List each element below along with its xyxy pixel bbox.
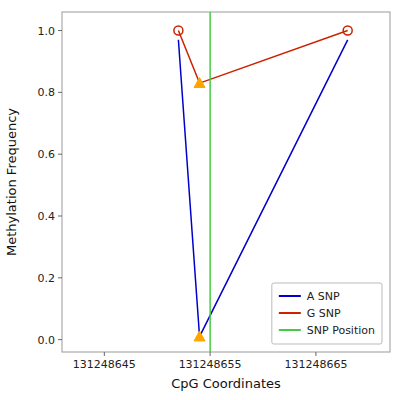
y-tick [58, 30, 62, 31]
chart: 131248645 131248655 131248665 0.0 0.2 0.4 0.6 0… [0, 0, 400, 400]
x-tick-label: 131248665 [284, 358, 347, 371]
x-tick [210, 352, 211, 356]
x-tick-label: 131248645 [73, 358, 136, 371]
y-tick [58, 339, 62, 340]
y-tick-label: 0.6 [38, 148, 56, 161]
open-circle-marker [174, 26, 183, 35]
series-line [178, 40, 347, 337]
vertical-line [209, 12, 211, 352]
legend-label: SNP Position [307, 324, 375, 337]
y-tick [58, 277, 62, 278]
legend-box [272, 283, 382, 344]
data-layer [174, 12, 352, 352]
legend-handle [279, 312, 301, 314]
triangle-marker [194, 78, 205, 88]
y-tick-label: 0.0 [38, 334, 56, 347]
x-tick [315, 352, 316, 356]
series-line [178, 31, 347, 84]
y-tick-label: 0.2 [38, 272, 56, 285]
legend-label: G SNP [307, 307, 341, 320]
y-tick-label: 0.8 [38, 86, 56, 99]
y-axis-label: Methylation Frequency [4, 108, 19, 256]
plot-frame [62, 12, 390, 352]
y-tick [58, 92, 62, 93]
x-tick-label: 131248655 [179, 358, 242, 371]
y-tick-label: 1.0 [38, 25, 56, 38]
x-tick [104, 352, 105, 356]
legend-handle [279, 329, 301, 331]
legend-label: A SNP [307, 290, 340, 303]
open-circle-marker [343, 26, 352, 35]
y-tick [58, 216, 62, 217]
triangle-marker [194, 331, 205, 341]
y-tick-label: 0.4 [38, 210, 56, 223]
y-tick [58, 154, 62, 155]
legend: A SNP G SNP SNP Position [272, 283, 382, 344]
legend-handle [279, 295, 301, 297]
x-axis-label: CpG Coordinates [171, 376, 281, 391]
